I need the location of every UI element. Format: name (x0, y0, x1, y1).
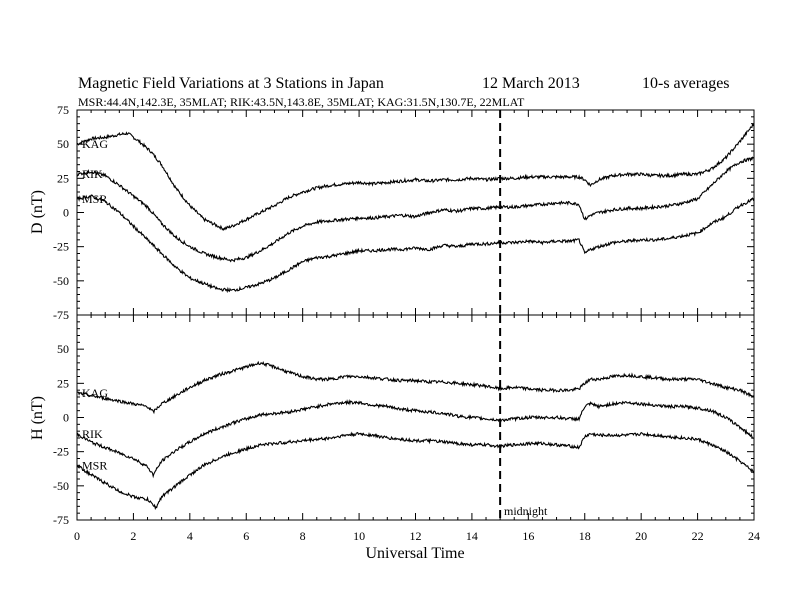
y-tick-label: 25 (57, 376, 69, 390)
series-label-rik: RIK (82, 167, 103, 181)
x-tick-label: 12 (410, 529, 422, 543)
y-tick-label: -25 (53, 445, 69, 459)
chart-title: Magnetic Field Variations at 3 Stations … (78, 75, 384, 92)
series-line-rik (76, 156, 755, 263)
x-tick-label: 24 (748, 529, 760, 543)
y-axis-label-d: D (nT) (29, 190, 46, 234)
h-component-panel: -75 -50 -25 0 25 50 KAG RIK MSR (53, 314, 755, 527)
series-line-msr (76, 194, 755, 294)
x-tick-label: 2 (130, 529, 136, 543)
d-component-panel: -75 -50 -25 0 25 50 75 KAG RIK MSR (53, 103, 755, 322)
x-tick-label: 14 (466, 529, 478, 543)
y-tick-label: -50 (53, 479, 69, 493)
x-tick-label: 6 (243, 529, 249, 543)
chart-subtitle: MSR:44.4N,142.3E, 35MLAT; RIK:43.5N,143.… (78, 95, 525, 109)
y-tick-label: -75 (53, 308, 69, 322)
x-tick-label: 18 (579, 529, 591, 543)
x-tick-label: 10 (353, 529, 365, 543)
series-label-kag: KAG (82, 137, 108, 151)
y-tick-label: 50 (57, 342, 69, 356)
series-line-kag (76, 360, 755, 415)
y-tick-label: 25 (57, 171, 69, 185)
series-line-kag (76, 122, 755, 232)
x-tick-label: 22 (692, 529, 704, 543)
x-tick-label: 16 (522, 529, 534, 543)
chart-date: 12 March 2013 (482, 75, 580, 92)
series-label-msr: MSR (82, 192, 107, 206)
x-axis-label: Universal Time (365, 545, 464, 562)
y-tick-label: 50 (57, 137, 69, 151)
y-tick-label: -75 (53, 513, 69, 527)
chart-averaging: 10-s averages (642, 75, 730, 92)
x-tick-label: 20 (635, 529, 647, 543)
y-tick-label: -50 (53, 274, 69, 288)
series-line-rik (76, 399, 755, 479)
series-label-kag: KAG (82, 386, 108, 400)
plot-frame (76, 314, 755, 521)
y-tick-label: 0 (63, 206, 69, 220)
y-tick-label: -25 (53, 240, 69, 254)
series-line-msr (76, 431, 755, 511)
plot-frame (76, 109, 755, 316)
series-label-rik: RIK (82, 427, 103, 441)
x-tick-label: 4 (187, 529, 193, 543)
y-axis-label-h: H (nT) (29, 396, 46, 440)
y-tick-label: 75 (57, 103, 69, 117)
x-tick-label: 0 (74, 529, 80, 543)
x-tick-label: 8 (300, 529, 306, 543)
midnight-label: midnight (504, 504, 548, 518)
y-tick-label: 0 (63, 411, 69, 425)
series-label-msr: MSR (82, 458, 107, 472)
